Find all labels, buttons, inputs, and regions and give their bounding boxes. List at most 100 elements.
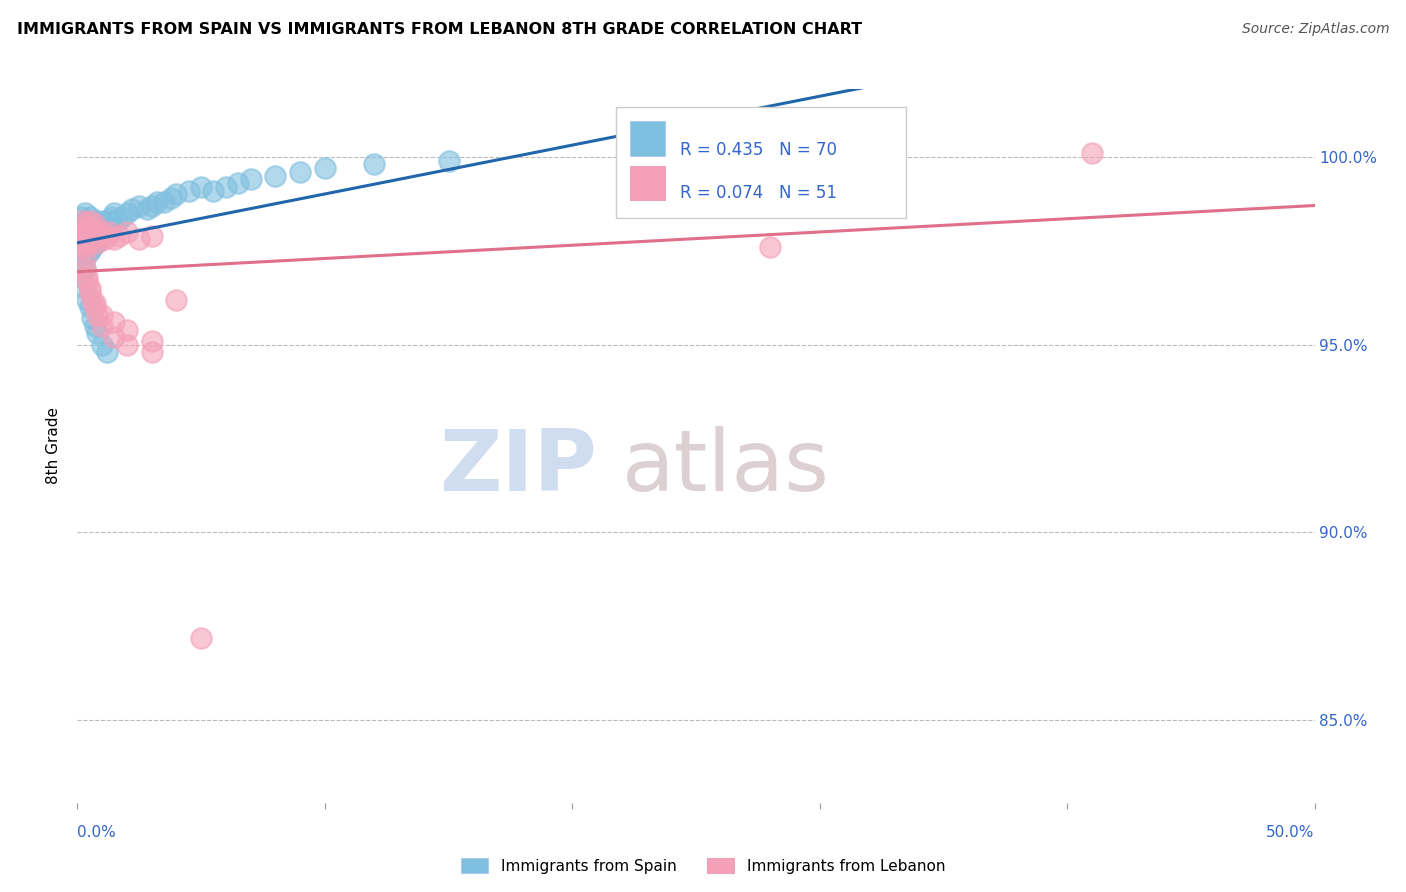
Point bbox=[73, 262, 96, 277]
Point bbox=[76, 232, 98, 246]
Point bbox=[239, 172, 262, 186]
Point bbox=[226, 176, 249, 190]
Point bbox=[69, 221, 91, 235]
Text: R = 0.074   N = 51: R = 0.074 N = 51 bbox=[681, 185, 837, 202]
Point bbox=[177, 184, 200, 198]
Point bbox=[128, 232, 150, 246]
Point bbox=[128, 199, 150, 213]
Point bbox=[115, 225, 138, 239]
Point bbox=[103, 330, 125, 344]
Point bbox=[165, 293, 187, 307]
Point bbox=[72, 270, 94, 285]
Point bbox=[79, 225, 101, 239]
Point bbox=[89, 228, 111, 243]
Point bbox=[96, 218, 118, 232]
Point bbox=[73, 281, 96, 295]
Point bbox=[79, 236, 101, 251]
Point bbox=[79, 210, 101, 224]
Point bbox=[288, 165, 311, 179]
Point bbox=[86, 225, 108, 239]
Point bbox=[73, 228, 96, 243]
Point bbox=[73, 236, 96, 251]
Point bbox=[141, 334, 163, 348]
Point bbox=[73, 206, 96, 220]
Point bbox=[103, 206, 125, 220]
Point bbox=[91, 337, 114, 351]
Y-axis label: 8th Grade: 8th Grade bbox=[46, 408, 62, 484]
Point bbox=[103, 232, 125, 246]
Point bbox=[72, 240, 94, 254]
Point bbox=[79, 221, 101, 235]
Point bbox=[79, 232, 101, 246]
Point bbox=[82, 232, 104, 246]
Point bbox=[86, 232, 108, 246]
Point bbox=[91, 318, 114, 333]
Text: Source: ZipAtlas.com: Source: ZipAtlas.com bbox=[1241, 22, 1389, 37]
Point bbox=[76, 247, 98, 261]
Text: 50.0%: 50.0% bbox=[1267, 825, 1315, 840]
Point bbox=[105, 213, 128, 227]
Point bbox=[135, 202, 157, 217]
Point bbox=[82, 218, 104, 232]
Point bbox=[69, 218, 91, 232]
Point bbox=[73, 262, 96, 277]
Point bbox=[363, 157, 385, 171]
Point bbox=[141, 199, 163, 213]
Point bbox=[82, 228, 104, 243]
Point bbox=[115, 337, 138, 351]
Point bbox=[190, 631, 212, 645]
FancyBboxPatch shape bbox=[630, 121, 665, 156]
Point bbox=[111, 210, 134, 224]
Point bbox=[83, 296, 105, 310]
Point bbox=[121, 202, 143, 217]
Point bbox=[73, 218, 96, 232]
Point bbox=[83, 213, 105, 227]
Point bbox=[86, 326, 108, 341]
Point bbox=[96, 345, 118, 359]
Point bbox=[93, 221, 115, 235]
Point bbox=[73, 251, 96, 265]
Point bbox=[264, 169, 287, 183]
Point bbox=[83, 228, 105, 243]
Point bbox=[73, 218, 96, 232]
Legend: Immigrants from Spain, Immigrants from Lebanon: Immigrants from Spain, Immigrants from L… bbox=[454, 852, 952, 880]
Point bbox=[115, 322, 138, 336]
Point bbox=[82, 240, 104, 254]
Point bbox=[160, 191, 183, 205]
Point bbox=[89, 228, 111, 243]
Point bbox=[76, 270, 98, 285]
Text: ZIP: ZIP bbox=[439, 425, 598, 509]
Point bbox=[73, 228, 96, 243]
Point bbox=[79, 285, 101, 299]
Point bbox=[91, 308, 114, 322]
Point bbox=[72, 210, 94, 224]
Point bbox=[83, 225, 105, 239]
Point bbox=[72, 213, 94, 227]
Point bbox=[83, 318, 105, 333]
Point bbox=[76, 221, 98, 235]
Point bbox=[190, 179, 212, 194]
Point bbox=[96, 228, 118, 243]
Point bbox=[69, 236, 91, 251]
Point bbox=[89, 218, 111, 232]
Point bbox=[83, 300, 105, 314]
Point bbox=[72, 225, 94, 239]
Point bbox=[73, 240, 96, 254]
Point bbox=[202, 184, 225, 198]
Point bbox=[91, 213, 114, 227]
Point bbox=[76, 213, 98, 227]
Point bbox=[79, 213, 101, 227]
Point bbox=[883, 150, 905, 164]
Point bbox=[76, 274, 98, 288]
Point bbox=[79, 244, 101, 258]
Point bbox=[82, 293, 104, 307]
Point bbox=[115, 206, 138, 220]
Text: 0.0%: 0.0% bbox=[77, 825, 117, 840]
Point bbox=[153, 194, 176, 209]
Point bbox=[91, 225, 114, 239]
Point bbox=[314, 161, 336, 175]
Point bbox=[141, 345, 163, 359]
Point bbox=[86, 221, 108, 235]
Text: atlas: atlas bbox=[621, 425, 830, 509]
Point bbox=[73, 244, 96, 258]
